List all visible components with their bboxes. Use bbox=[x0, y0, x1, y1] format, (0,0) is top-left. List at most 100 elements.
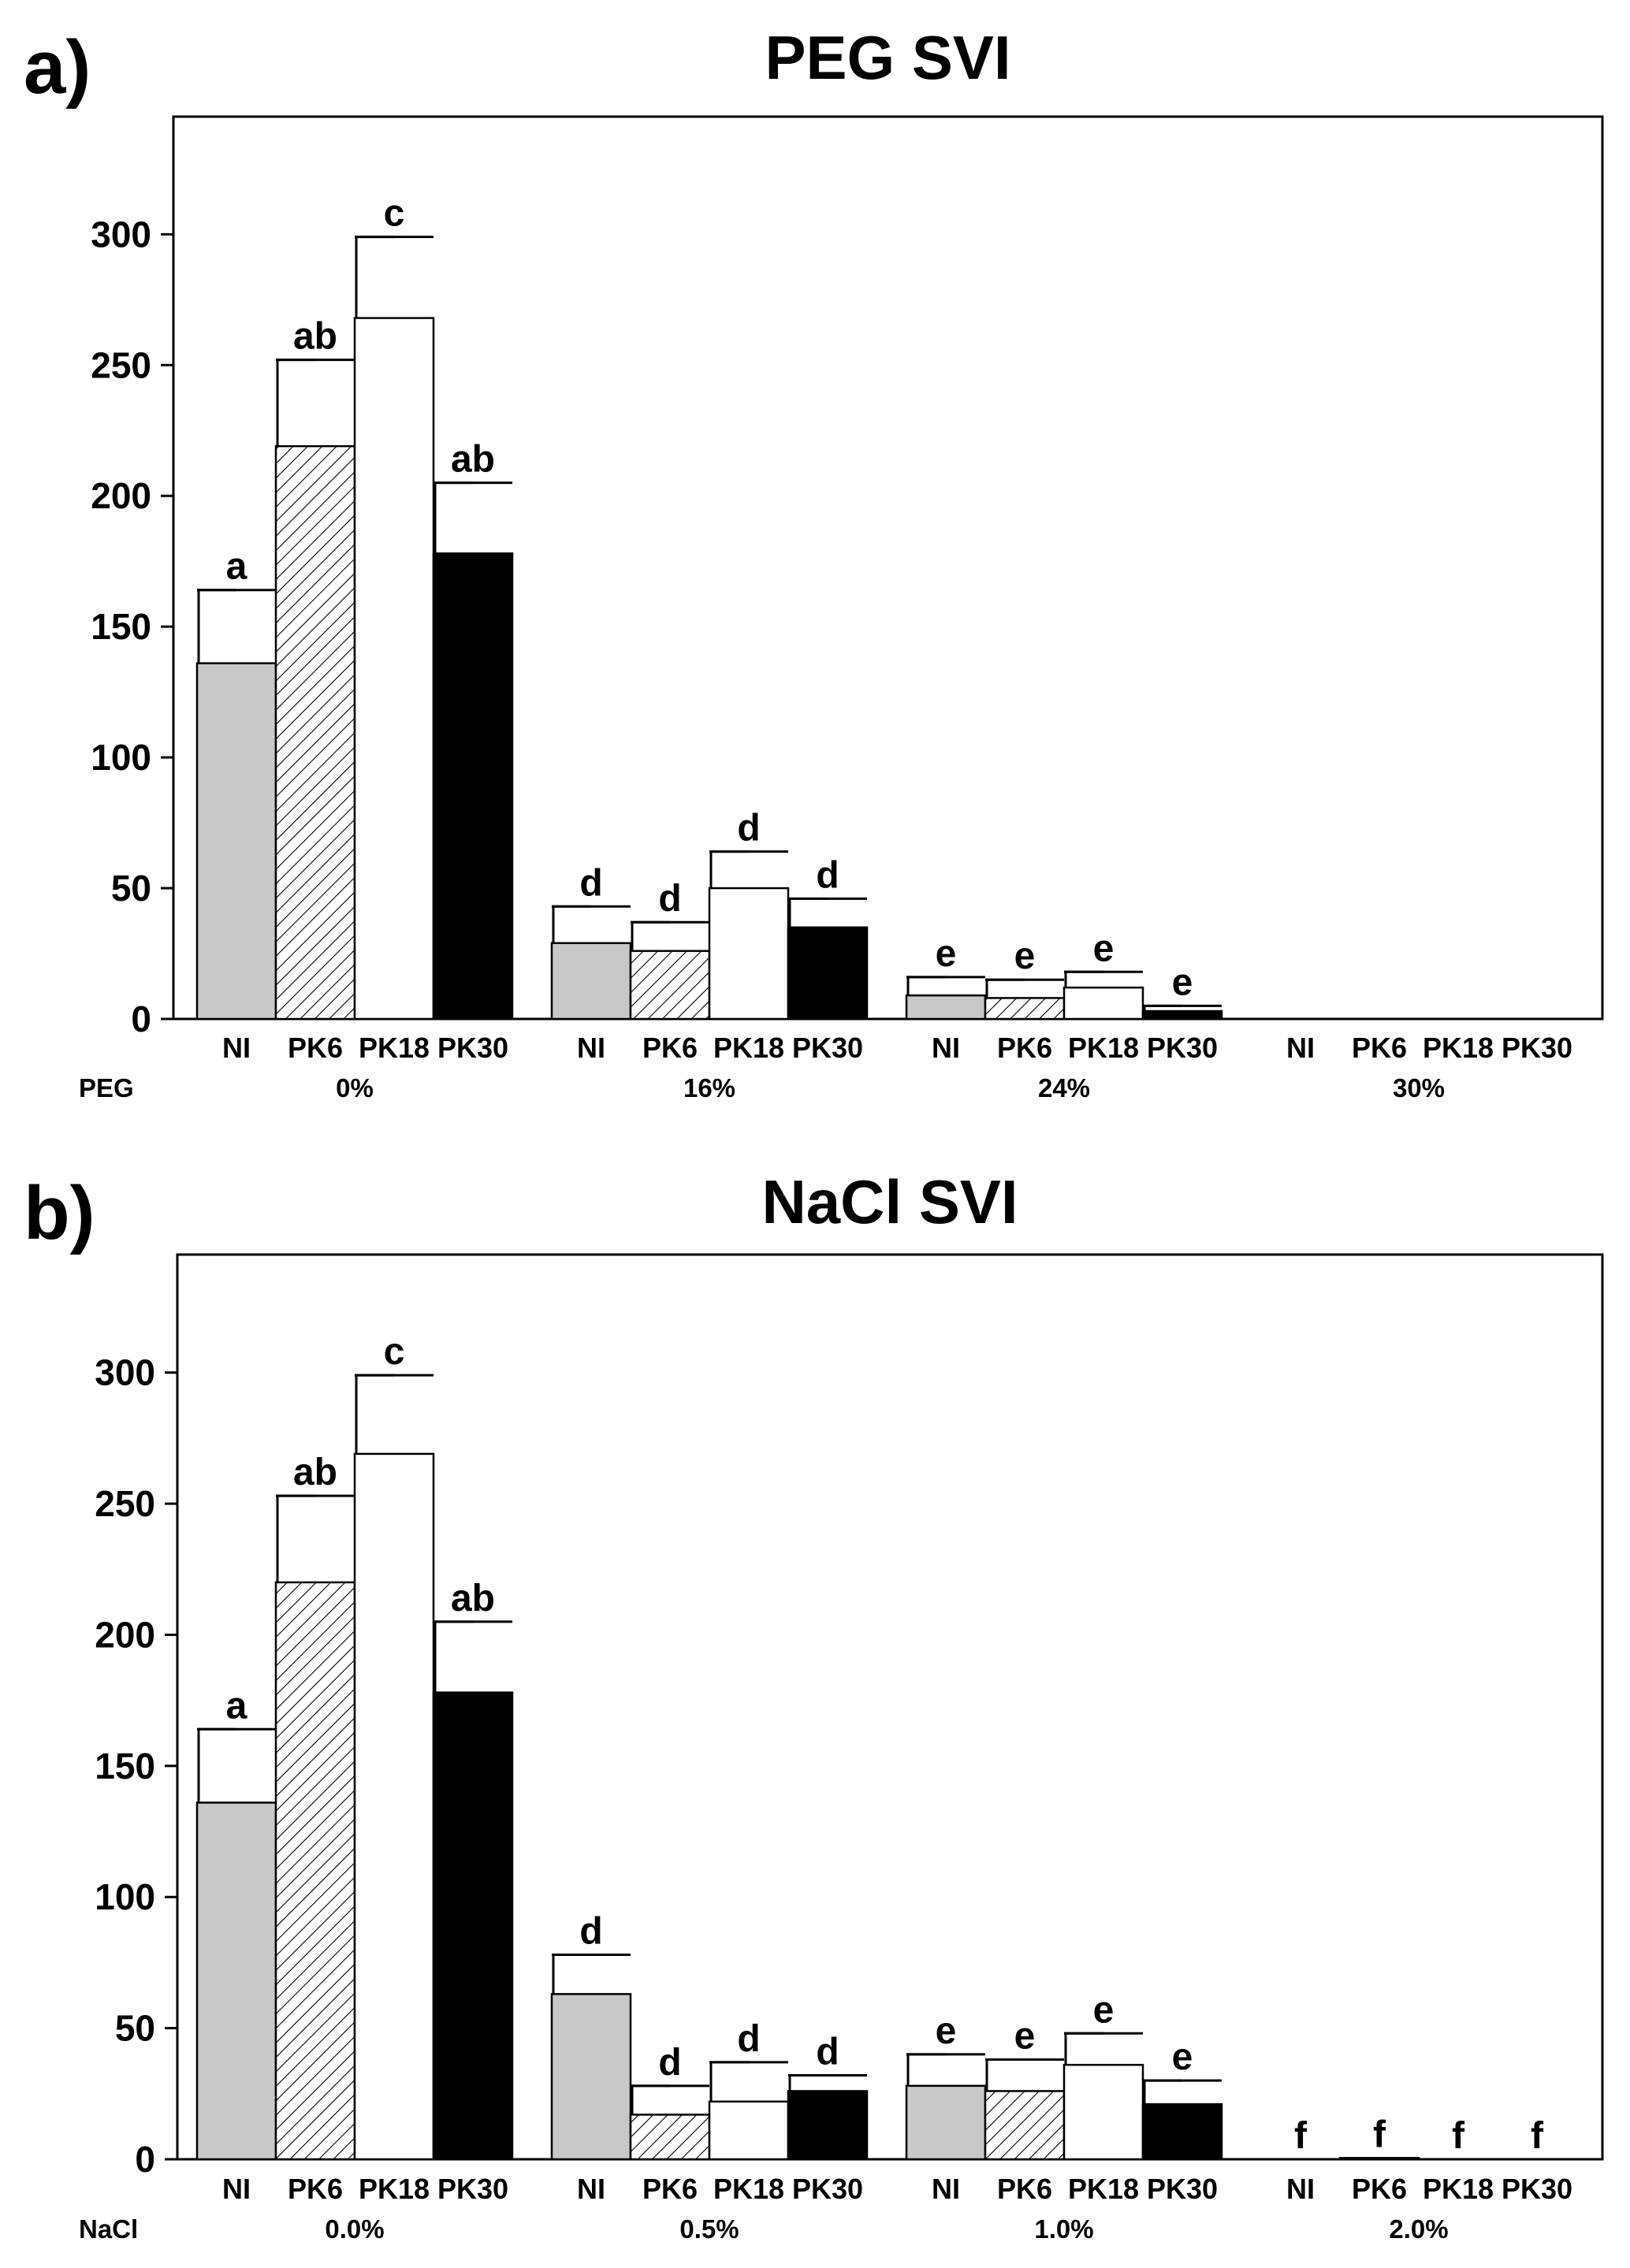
significance-letter: d bbox=[737, 808, 760, 850]
category-label: NI bbox=[932, 2173, 960, 2205]
bar-pk18-group-2 bbox=[708, 2100, 790, 2161]
category-label: PK18 bbox=[359, 1032, 430, 1064]
y-tick-label: 200 bbox=[95, 1614, 155, 1655]
category-label: NI bbox=[222, 1032, 251, 1064]
significance-letter: e bbox=[1014, 935, 1036, 977]
category-label: PK30 bbox=[1502, 1032, 1572, 1064]
significance-letter: e bbox=[1093, 1989, 1115, 2031]
category-label: PK18 bbox=[1068, 1032, 1139, 1064]
significance-letter: a bbox=[226, 546, 247, 588]
factor-label: NaCl bbox=[79, 2214, 138, 2244]
significance-letter: f bbox=[1373, 2114, 1386, 2155]
factor-label: PEG bbox=[79, 1073, 134, 1102]
chart-title: PEG SVI bbox=[765, 23, 1010, 92]
category-label: NI bbox=[1286, 2173, 1315, 2205]
category-label: PK6 bbox=[288, 2173, 343, 2205]
panel-label: a) bbox=[24, 25, 91, 110]
category-label: NI bbox=[577, 2173, 605, 2205]
category-label: PK18 bbox=[713, 1032, 784, 1064]
significance-letter: e bbox=[936, 2010, 957, 2052]
y-tick-label: 300 bbox=[95, 1352, 155, 1393]
bar-pk30-group-2 bbox=[787, 2090, 869, 2161]
significance-letter: f bbox=[1452, 2115, 1465, 2157]
bar-ni-group-3 bbox=[905, 994, 987, 1021]
category-label: PK18 bbox=[1068, 2173, 1139, 2205]
panel-label: b) bbox=[24, 1171, 95, 1255]
bar-pk6-group-3 bbox=[984, 997, 1066, 1021]
bar-pk18-group-3 bbox=[1062, 986, 1144, 1021]
y-tick-label: 100 bbox=[95, 1876, 155, 1917]
significance-letter: ab bbox=[293, 316, 337, 358]
category-label: PK6 bbox=[642, 1032, 698, 1064]
group-label: 2.0% bbox=[1389, 2214, 1448, 2244]
y-tick-label: 50 bbox=[115, 2008, 155, 2049]
plot-frame bbox=[172, 115, 1604, 1021]
y-tick-label: 300 bbox=[91, 214, 151, 255]
bar-pk30-group-2 bbox=[787, 926, 869, 1021]
y-tick-label: 50 bbox=[111, 868, 151, 909]
significance-letter: f bbox=[1294, 2115, 1308, 2157]
category-label: PK6 bbox=[997, 2173, 1052, 2205]
significance-letter: ab bbox=[451, 439, 495, 481]
bar-pk30-group-1 bbox=[432, 552, 514, 1021]
group-label: 24% bbox=[1038, 1073, 1090, 1102]
significance-letter: d bbox=[579, 1910, 602, 1952]
y-tick-label: 150 bbox=[95, 1746, 155, 1787]
y-tick-label: 200 bbox=[91, 475, 151, 516]
significance-letter: e bbox=[1093, 928, 1115, 969]
significance-letter: d bbox=[816, 854, 839, 896]
group-label: 0.0% bbox=[325, 2214, 384, 2244]
significance-letter: e bbox=[1172, 961, 1193, 1003]
plot-frame bbox=[176, 1253, 1604, 2161]
y-tick-label: 100 bbox=[91, 737, 151, 778]
category-label: PK6 bbox=[288, 1032, 343, 1064]
category-label: NI bbox=[932, 1032, 960, 1064]
category-label: PK30 bbox=[1502, 2173, 1572, 2205]
bar-pk6-group-1 bbox=[274, 1581, 356, 2161]
category-label: PK30 bbox=[792, 1032, 863, 1064]
category-label: NI bbox=[1286, 1032, 1315, 1064]
bar-pk30-group-3 bbox=[1141, 1009, 1223, 1021]
significance-letter: f bbox=[1531, 2115, 1544, 2157]
category-label: NI bbox=[222, 2173, 251, 2205]
significance-letter: d bbox=[737, 2018, 760, 2060]
y-tick-label: 0 bbox=[135, 2139, 155, 2180]
bar-pk18-group-3 bbox=[1062, 2063, 1144, 2161]
y-tick-label: 250 bbox=[91, 344, 151, 385]
category-label: PK6 bbox=[1352, 2173, 1407, 2205]
chart-panel-b: b) NaCl SVI 0 50 100 150 200 250 300 NaCl a NI ab PK6… bbox=[24, 1167, 1604, 2244]
group-label: 30% bbox=[1393, 1073, 1445, 1102]
category-label: PK6 bbox=[997, 1032, 1052, 1064]
category-label: PK6 bbox=[642, 2173, 698, 2205]
group-label: 0% bbox=[336, 1073, 374, 1102]
significance-letter: e bbox=[1172, 2036, 1193, 2078]
y-tick-label: 250 bbox=[95, 1483, 155, 1524]
group-label: 0.5% bbox=[679, 2214, 739, 2244]
category-label: PK30 bbox=[1147, 1032, 1218, 1064]
bar-pk6-group-3 bbox=[984, 2090, 1066, 2161]
bar-pk6-group-2 bbox=[629, 2114, 711, 2161]
bar-pk18-group-2 bbox=[708, 887, 790, 1021]
significance-letter: a bbox=[226, 1685, 247, 1727]
significance-letter: c bbox=[384, 1331, 405, 1373]
significance-letter: d bbox=[816, 2032, 839, 2073]
bar-pk18-group-1 bbox=[353, 317, 435, 1021]
bar-pk6-group-1 bbox=[274, 444, 356, 1021]
y-tick-label: 150 bbox=[91, 606, 151, 647]
category-label: PK18 bbox=[359, 2173, 430, 2205]
bar-pk6-group-2 bbox=[629, 950, 711, 1021]
chart-title: NaCl SVI bbox=[761, 1167, 1018, 1236]
category-label: PK30 bbox=[792, 2173, 863, 2205]
bar-ni-group-1 bbox=[195, 1801, 277, 2161]
category-label: PK18 bbox=[1423, 1032, 1494, 1064]
group-label: 16% bbox=[683, 1073, 735, 1102]
bar-pk30-group-1 bbox=[432, 1691, 514, 2161]
significance-letter: d bbox=[658, 878, 681, 920]
bar-pk6-group-4 bbox=[1338, 2157, 1420, 2161]
bar-pk30-group-3 bbox=[1141, 2103, 1223, 2161]
significance-letter: d bbox=[579, 862, 602, 904]
category-label: PK18 bbox=[1423, 2173, 1494, 2205]
significance-letter: c bbox=[384, 193, 405, 235]
category-label: PK18 bbox=[713, 2173, 784, 2205]
